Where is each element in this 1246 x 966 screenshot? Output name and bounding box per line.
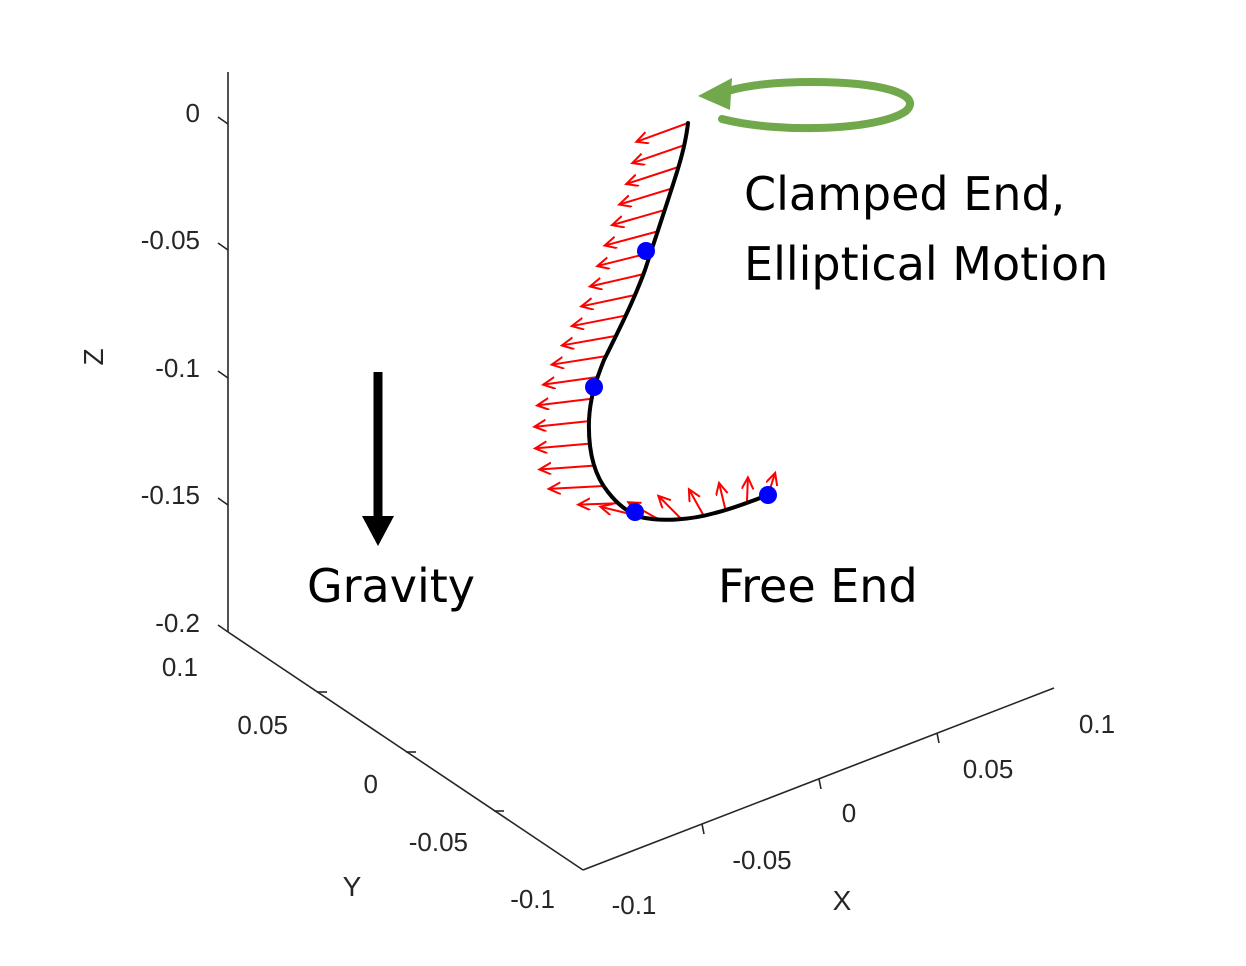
y-tick-label: 0	[364, 769, 378, 799]
vector-arrow	[612, 208, 666, 225]
axes: 0 -0.05 -0.1 -0.15 -0.2 0.1 0.05 0 -0.05…	[78, 72, 1115, 920]
vector-arrow	[539, 466, 595, 470]
node-marker	[637, 242, 655, 260]
vector-arrow	[562, 334, 617, 346]
z-ticks: 0 -0.05 -0.1 -0.15 -0.2	[141, 98, 229, 638]
y-tick-label: 0.05	[237, 710, 288, 740]
vector-arrow	[747, 477, 748, 503]
vector-arrow	[535, 444, 590, 449]
vector-arrow	[626, 166, 679, 184]
z-tick-mark	[217, 242, 229, 251]
node-marker	[585, 378, 603, 396]
free-end-label: Free End	[718, 559, 918, 613]
vector-arrow	[581, 294, 636, 306]
node-marker	[626, 503, 644, 521]
y-tick-label: 0.1	[162, 652, 198, 682]
vector-field	[534, 122, 775, 521]
vector-arrow	[632, 144, 685, 163]
vector-arrow	[543, 376, 598, 385]
y-tick-label: -0.1	[510, 884, 555, 914]
vector-arrow	[534, 421, 590, 427]
vector-arrow	[549, 486, 604, 489]
z-tick-label: -0.2	[155, 608, 200, 638]
vector-arrow	[590, 273, 644, 286]
x-ticks: -0.1 -0.05 0 0.05 0.1 X	[612, 709, 1115, 920]
x-axis-label: X	[833, 885, 852, 916]
vector-arrow	[572, 314, 626, 326]
vector-arrow	[619, 187, 673, 205]
vector-arrow	[537, 399, 592, 406]
z-axis-label: Z	[78, 348, 109, 365]
z-tick-mark	[217, 116, 229, 125]
vector-arrow	[552, 355, 607, 365]
elliptical-motion-label: Elliptical Motion	[744, 237, 1108, 291]
vector-arrow	[605, 230, 658, 245]
z-tick-label: 0	[186, 98, 200, 128]
vector-arrow	[689, 489, 705, 517]
x-tick-label: -0.05	[732, 845, 791, 875]
z-tick-label: -0.15	[141, 480, 200, 510]
x-tick-label: 0	[842, 798, 856, 828]
z-tick-mark	[217, 497, 229, 506]
x-tick-label: 0.05	[963, 754, 1014, 784]
gravity-arrowhead	[362, 516, 394, 546]
gravity-label: Gravity	[307, 559, 475, 613]
x-tick-label: -0.1	[612, 890, 657, 920]
x-tick-mark	[701, 823, 705, 835]
x-tick-mark	[818, 778, 822, 790]
y-axis-line	[227, 631, 584, 871]
vector-arrow	[719, 483, 726, 511]
z-tick-mark	[217, 370, 229, 379]
vector-arrow	[636, 122, 689, 142]
y-axis-label: Y	[343, 871, 362, 902]
x-axis-line	[582, 687, 1055, 871]
elliptical-motion-arrow	[698, 77, 914, 133]
x-tick-mark	[936, 732, 940, 744]
y-tick-label: -0.05	[409, 827, 468, 857]
vector-arrow	[578, 503, 619, 504]
ellipse-arc	[718, 77, 914, 133]
gravity-arrow	[362, 372, 394, 546]
vector-arrow	[658, 496, 683, 520]
ellipse-arrowhead	[698, 78, 732, 110]
node-marker	[759, 486, 777, 504]
z-tick-mark	[217, 624, 229, 633]
rod-curve	[586, 121, 770, 522]
nodes	[585, 242, 777, 521]
z-tick-label: -0.1	[155, 353, 200, 383]
z-tick-label: -0.05	[141, 225, 200, 255]
y-ticks: 0.1 0.05 0 -0.05 -0.1 Y	[162, 652, 555, 914]
clamped-end-label: Clamped End,	[744, 167, 1065, 221]
x-tick-label: 0.1	[1079, 709, 1115, 739]
